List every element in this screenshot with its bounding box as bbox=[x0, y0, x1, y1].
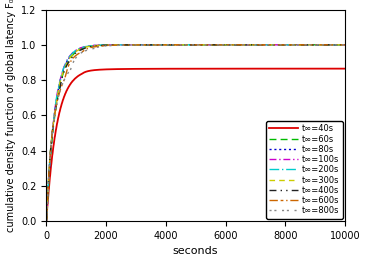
t∞=400s bbox=[267, 43, 272, 46]
t∞=80s bbox=[44, 220, 48, 223]
t∞=800s bbox=[238, 43, 243, 46]
t∞=80s bbox=[158, 43, 163, 46]
t∞=600s bbox=[290, 43, 294, 46]
t∞=300s bbox=[239, 43, 243, 46]
Line: t∞=600s: t∞=600s bbox=[46, 45, 345, 221]
t∞=400s bbox=[343, 43, 347, 46]
t∞=300s bbox=[98, 44, 103, 47]
t∞=40s bbox=[290, 67, 294, 70]
t∞=300s bbox=[223, 43, 228, 46]
t∞=800s bbox=[223, 43, 228, 46]
t∞=100s bbox=[343, 43, 347, 46]
Line: t∞=60s: t∞=60s bbox=[46, 45, 345, 221]
t∞=40s bbox=[44, 220, 48, 223]
t∞=600s bbox=[343, 43, 347, 46]
t∞=300s bbox=[343, 43, 347, 46]
t∞=800s bbox=[44, 220, 48, 223]
Line: t∞=80s: t∞=80s bbox=[46, 45, 345, 221]
t∞=200s bbox=[223, 43, 228, 46]
t∞=60s bbox=[267, 43, 272, 46]
t∞=200s bbox=[267, 43, 272, 46]
t∞=40s bbox=[238, 67, 243, 70]
Line: t∞=300s: t∞=300s bbox=[46, 45, 345, 221]
t∞=600s bbox=[238, 43, 243, 46]
t∞=100s bbox=[44, 220, 48, 223]
Line: t∞=800s: t∞=800s bbox=[46, 45, 345, 221]
t∞=60s bbox=[290, 43, 294, 46]
t∞=300s bbox=[290, 43, 294, 46]
t∞=300s bbox=[44, 220, 48, 223]
t∞=400s bbox=[98, 44, 103, 47]
t∞=600s bbox=[223, 43, 228, 46]
Legend: t∞=40s, t∞=60s, t∞=80s, t∞=100s, t∞=200s, t∞=300s, t∞=400s, t∞=600s, t∞=800s: t∞=40s, t∞=60s, t∞=80s, t∞=100s, t∞=200s… bbox=[266, 121, 343, 219]
t∞=200s bbox=[239, 43, 243, 46]
t∞=100s bbox=[290, 43, 294, 46]
t∞=200s bbox=[158, 43, 163, 46]
t∞=400s bbox=[235, 43, 240, 46]
t∞=100s bbox=[98, 43, 103, 47]
t∞=80s bbox=[290, 43, 294, 46]
t∞=40s bbox=[267, 67, 272, 70]
t∞=80s bbox=[343, 43, 347, 46]
t∞=800s bbox=[158, 43, 163, 46]
t∞=60s bbox=[343, 43, 347, 46]
t∞=800s bbox=[343, 43, 347, 46]
t∞=60s bbox=[158, 43, 163, 46]
t∞=600s bbox=[44, 220, 48, 223]
t∞=800s bbox=[290, 43, 294, 46]
t∞=200s bbox=[290, 43, 294, 46]
t∞=60s bbox=[98, 44, 103, 47]
t∞=400s bbox=[223, 43, 228, 46]
t∞=40s bbox=[343, 67, 347, 70]
t∞=800s bbox=[283, 43, 288, 46]
t∞=100s bbox=[267, 43, 272, 46]
t∞=100s bbox=[158, 43, 163, 46]
Line: t∞=100s: t∞=100s bbox=[46, 45, 345, 221]
t∞=200s bbox=[343, 43, 347, 46]
t∞=60s bbox=[238, 43, 243, 46]
t∞=400s bbox=[44, 220, 48, 223]
t∞=40s bbox=[223, 67, 228, 70]
Y-axis label: cumulative density function of global latency F₀: cumulative density function of global la… bbox=[5, 0, 16, 232]
t∞=80s bbox=[223, 43, 228, 46]
t∞=400s bbox=[239, 43, 243, 46]
t∞=200s bbox=[44, 220, 48, 223]
t∞=600s bbox=[98, 45, 103, 48]
t∞=600s bbox=[267, 43, 272, 46]
t∞=300s bbox=[158, 43, 163, 46]
t∞=80s bbox=[98, 43, 103, 47]
t∞=40s bbox=[98, 68, 103, 71]
t∞=400s bbox=[290, 43, 294, 46]
t∞=100s bbox=[238, 43, 243, 46]
t∞=200s bbox=[98, 43, 103, 47]
t∞=60s bbox=[44, 220, 48, 223]
Line: t∞=200s: t∞=200s bbox=[46, 45, 345, 221]
t∞=80s bbox=[238, 43, 243, 46]
t∞=300s bbox=[214, 43, 219, 46]
t∞=40s bbox=[158, 67, 163, 70]
Line: t∞=400s: t∞=400s bbox=[46, 45, 345, 221]
X-axis label: seconds: seconds bbox=[173, 247, 219, 256]
t∞=60s bbox=[223, 43, 228, 46]
t∞=800s bbox=[98, 45, 103, 48]
t∞=80s bbox=[267, 43, 272, 46]
t∞=400s bbox=[158, 43, 163, 46]
Line: t∞=40s: t∞=40s bbox=[46, 69, 345, 221]
t∞=200s bbox=[205, 43, 210, 46]
t∞=100s bbox=[223, 43, 228, 46]
t∞=800s bbox=[267, 43, 272, 46]
t∞=300s bbox=[267, 43, 272, 46]
t∞=600s bbox=[158, 43, 163, 46]
t∞=600s bbox=[259, 43, 264, 46]
